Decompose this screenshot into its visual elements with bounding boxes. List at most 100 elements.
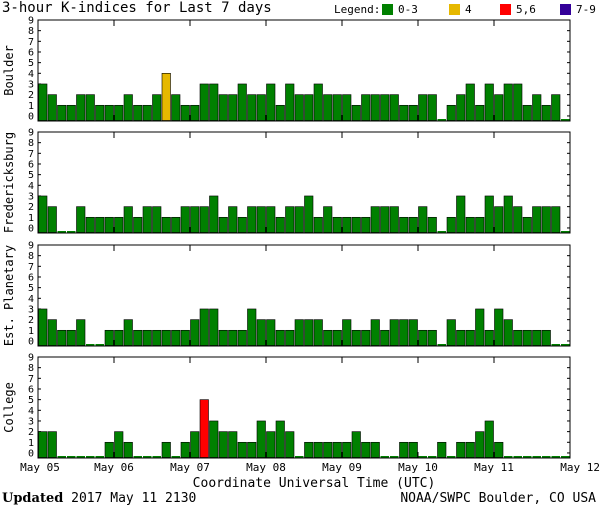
k-index-bar	[123, 441, 133, 458]
updated-timestamp: Updated 2017 May 11 2130	[2, 491, 196, 506]
legend-item-5-6: 5,6	[500, 3, 536, 16]
k-index-bar	[332, 94, 342, 121]
y-tick-label: 3	[28, 304, 34, 315]
k-index-bar	[342, 319, 352, 346]
y-tick-label: 1	[28, 213, 34, 224]
k-index-bar	[304, 441, 314, 458]
k-index-bar	[237, 441, 247, 458]
k-index-bar	[561, 456, 570, 458]
k-index-bar	[370, 319, 380, 346]
k-index-bar	[199, 399, 209, 458]
k-index-bar	[142, 329, 152, 346]
k-index-bar	[437, 344, 446, 346]
k-index-bar	[142, 206, 152, 233]
updated-label: Updated	[2, 491, 64, 506]
legend-item-7-9: 7-9	[560, 3, 596, 16]
x-tick-label: May 06	[94, 461, 134, 474]
k-index-bar	[427, 216, 437, 233]
k-index-bar	[180, 206, 190, 233]
k-index-bar	[38, 83, 48, 121]
k-index-bar	[541, 104, 551, 121]
k-index-bar	[465, 329, 475, 346]
y-tick-label: 6	[28, 272, 34, 283]
k-index-bar	[47, 94, 57, 121]
k-index-bar	[408, 441, 418, 458]
y-tick-label: 3	[28, 79, 34, 90]
chart-title: 3-hour K-indices for Last 7 days	[2, 0, 272, 16]
k-index-bar	[513, 456, 522, 458]
k-index-bar	[551, 94, 561, 121]
k-index-bar	[541, 206, 551, 233]
k-index-bar	[285, 83, 295, 121]
legend-label: Legend:	[334, 3, 381, 16]
k-index-bar	[361, 216, 371, 233]
x-tick-label: May 07	[170, 461, 210, 474]
y-tick-label: 5	[28, 395, 34, 406]
k-index-bar	[551, 456, 560, 458]
k-index-bar	[342, 216, 352, 233]
x-tick-label: May 08	[246, 461, 286, 474]
k-index-bar	[484, 329, 494, 346]
legend-swatch	[560, 4, 571, 15]
k-index-bar	[199, 206, 209, 233]
k-index-bar	[503, 83, 513, 121]
k-index-bar	[484, 420, 494, 458]
k-index-bar	[57, 104, 67, 121]
y-tick-label: 9	[28, 128, 34, 139]
k-index-bar	[541, 329, 551, 346]
k-index-bar	[38, 308, 48, 346]
k-index-bar	[399, 319, 409, 346]
y-tick-label: 7	[28, 149, 34, 160]
k-index-bar	[503, 195, 513, 233]
k-index-bar	[285, 431, 295, 458]
k-index-bar	[446, 216, 456, 233]
k-index-bar	[161, 329, 171, 346]
k-index-bar	[285, 329, 295, 346]
k-index-bar	[313, 83, 323, 121]
k-index-bar	[228, 329, 238, 346]
k-index-bar	[218, 431, 228, 458]
k-index-bar	[133, 456, 142, 458]
k-index-bar	[399, 104, 409, 121]
k-index-bar	[551, 344, 560, 346]
k-index-bar	[561, 231, 570, 233]
k-index-bar	[523, 456, 532, 458]
x-tick-label: May 11	[474, 461, 514, 474]
k-index-bar	[484, 83, 494, 121]
y-tick-label: 3	[28, 191, 34, 202]
k-index-bar	[152, 206, 162, 233]
k-index-bar	[190, 206, 200, 233]
k-index-bar	[123, 94, 133, 121]
k-index-bar	[370, 94, 380, 121]
k-index-bar	[95, 344, 104, 346]
k-index-bar	[171, 456, 180, 458]
k-index-bar	[199, 83, 209, 121]
legend-swatch	[449, 4, 460, 15]
k-index-bar	[361, 329, 371, 346]
k-index-bar	[247, 206, 257, 233]
series-label: Fredericksburg	[2, 132, 16, 233]
k-index-bar	[76, 206, 86, 233]
k-index-bar	[561, 119, 570, 121]
k-index-bar	[190, 104, 200, 121]
k-index-bar	[142, 104, 152, 121]
y-tick-label: 8	[28, 251, 34, 262]
y-tick-label: 7	[28, 374, 34, 385]
k-index-bar	[475, 308, 485, 346]
k-index-bar	[456, 195, 466, 233]
y-tick-label: 9	[28, 353, 34, 364]
k-index-bar	[76, 319, 86, 346]
legend-item-label: 7-9	[576, 3, 596, 16]
k-index-bar	[57, 329, 67, 346]
k-index-bar	[123, 206, 133, 233]
k-index-bar	[104, 104, 114, 121]
k-index-bar	[114, 329, 124, 346]
y-tick-label: 8	[28, 26, 34, 37]
k-index-bar	[123, 319, 133, 346]
k-index-bar	[247, 308, 257, 346]
k-index-bar	[390, 456, 399, 458]
x-tick-label: May 10	[398, 461, 438, 474]
y-tick-label: 8	[28, 363, 34, 374]
legend-item-label: 0-3	[398, 3, 418, 16]
k-index-bar	[342, 441, 352, 458]
